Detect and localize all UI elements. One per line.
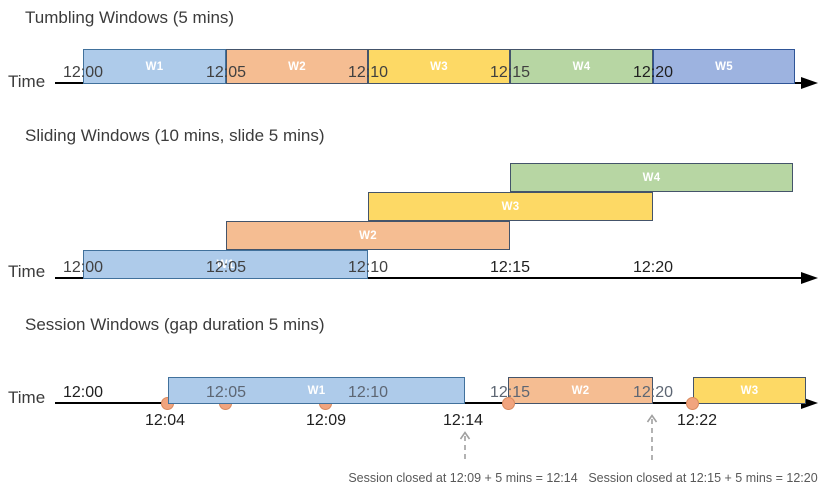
tumbling-tick-1200: 12:00 [62, 64, 104, 81]
session-closed-arrow-icon-2 [646, 414, 658, 463]
sliding-window-w2: W2 [226, 221, 510, 250]
tumbling-tick-1210: 12:10 [347, 64, 389, 81]
tumbling-window-w5: W5 [653, 49, 795, 84]
sliding-window-w4: W4 [510, 163, 793, 192]
window-label: W2 [571, 384, 590, 397]
session-tick-1210: 12:10 [347, 384, 389, 401]
window-label: W4 [642, 171, 661, 184]
window-label: W2 [288, 60, 306, 73]
session-closed-arrow-icon-1 [459, 431, 471, 463]
sliding-axis-arrowhead-icon [801, 272, 818, 284]
session-window-w1: W1 [168, 377, 465, 404]
sliding-title: Sliding Windows (10 mins, slide 5 mins) [25, 126, 325, 145]
tumbling-window-w4: W4 [510, 49, 653, 84]
sliding-time-axis [55, 277, 802, 279]
tumbling-time-label: Time [8, 72, 46, 91]
session-tick-1215: 12:15 [489, 384, 531, 401]
window-label: W4 [572, 60, 591, 73]
session-event-label-1204: 12:04 [144, 412, 186, 429]
session-annotation-1: Session closed at 12:09 + 5 mins = 12:14 [348, 471, 578, 485]
window-label: W5 [715, 60, 733, 73]
tumbling-tick-1220: 12:20 [632, 64, 674, 81]
session-tick-1220: 12:20 [632, 384, 674, 401]
window-label: W3 [430, 60, 448, 73]
window-label: W1 [216, 258, 235, 271]
sliding-tick-1205: 12:05 [205, 259, 247, 276]
session-title: Session Windows (gap duration 5 mins) [25, 315, 325, 334]
session-event-dot-1215 [502, 397, 515, 410]
sliding-tick-1210: 12:10 [347, 259, 389, 276]
window-label: W2 [359, 229, 377, 242]
session-event-dot-1222 [686, 397, 699, 410]
tumbling-tick-1215: 12:15 [489, 64, 531, 81]
sliding-tick-1200: 12:00 [62, 259, 104, 276]
tumbling-title: Tumbling Windows (5 mins) [25, 8, 235, 27]
sliding-time-label: Time [8, 262, 46, 281]
window-label: W3 [501, 200, 520, 213]
sliding-tick-1215: 12:15 [489, 259, 531, 276]
session-tick-1205: 12:05 [205, 384, 247, 401]
session-event-label-1222: 12:22 [676, 412, 718, 429]
session-window-w2: W2 [508, 377, 653, 404]
tumbling-window-w3: W3 [368, 49, 510, 84]
window-label: W1 [307, 384, 326, 397]
sliding-tick-1220: 12:20 [632, 259, 674, 276]
tumbling-axis-arrowhead-icon [801, 77, 818, 89]
session-time-label: Time [8, 388, 46, 407]
session-window-w3: W3 [693, 377, 806, 404]
session-event-label-1209: 12:09 [305, 412, 347, 429]
window-label: W3 [740, 384, 759, 397]
session-tick-1200: 12:00 [62, 384, 104, 401]
session-event-label-1214: 12:14 [442, 412, 484, 429]
window-label: W1 [145, 60, 164, 73]
session-annotation-2: Session closed at 12:15 + 5 mins = 12:20 [588, 471, 818, 485]
tumbling-window-w2: W2 [226, 49, 368, 84]
tumbling-window-w1: W1 [83, 49, 226, 84]
sliding-window-w3: W3 [368, 192, 653, 221]
tumbling-tick-1205: 12:05 [205, 64, 247, 81]
sliding-window-w1: W1 [83, 250, 368, 279]
